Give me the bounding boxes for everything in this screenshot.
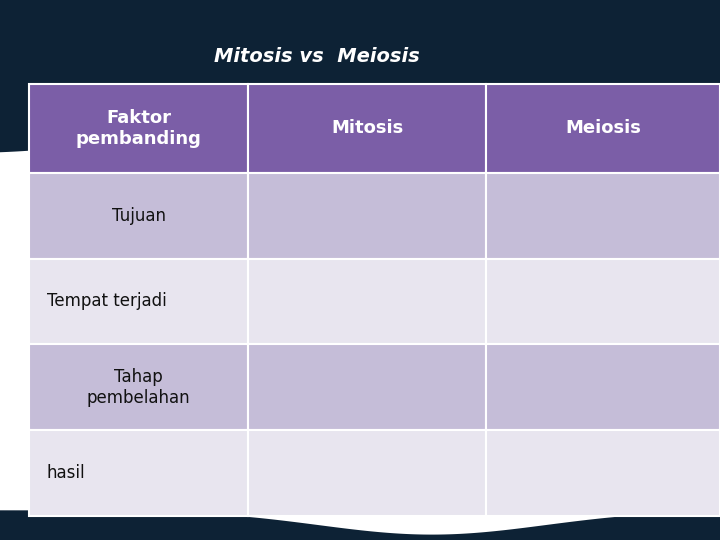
Text: Meiosis: Meiosis	[565, 119, 641, 137]
Bar	[29, 84, 248, 173]
Bar	[486, 259, 720, 345]
Text: hasil: hasil	[47, 464, 86, 482]
Polygon shape	[0, 510, 720, 540]
Bar	[29, 345, 248, 430]
Text: Tahap
pembelahan: Tahap pembelahan	[87, 368, 190, 407]
Text: Mitosis vs  Meiosis: Mitosis vs Meiosis	[214, 47, 420, 66]
Bar	[29, 173, 248, 259]
Polygon shape	[0, 0, 720, 154]
Bar	[29, 259, 248, 345]
Bar	[248, 84, 486, 173]
Bar	[486, 430, 720, 516]
Bar	[486, 345, 720, 430]
Bar	[248, 345, 486, 430]
Bar	[486, 84, 720, 173]
Text: Faktor
pembanding: Faktor pembanding	[76, 109, 202, 147]
Bar	[248, 259, 486, 345]
Bar	[248, 173, 486, 259]
Bar	[486, 173, 720, 259]
Bar	[29, 430, 248, 516]
Text: Tempat terjadi: Tempat terjadi	[47, 292, 166, 310]
Text: Mitosis: Mitosis	[331, 119, 403, 137]
Bar	[248, 430, 486, 516]
Text: Tujuan: Tujuan	[112, 207, 166, 225]
